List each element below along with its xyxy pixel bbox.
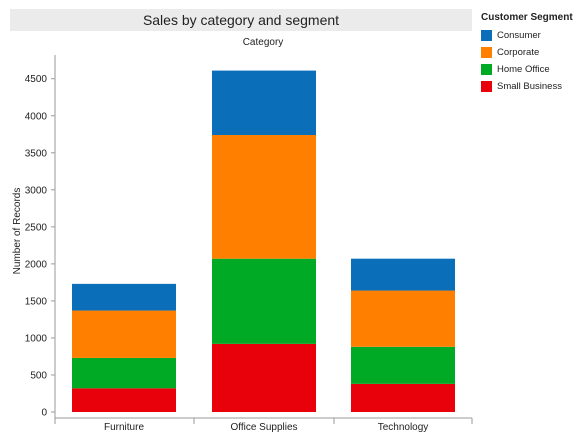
y-tick-label: 3500 — [25, 148, 48, 159]
bars-group — [72, 70, 455, 412]
legend-items: Consumer Corporate Home Office Small Busine… — [481, 27, 573, 95]
legend-label: Small Business — [497, 81, 562, 92]
x-tick-label: Office Supplies — [230, 422, 297, 433]
legend-item-corporate[interactable]: Corporate — [481, 44, 573, 61]
y-axis-label: Number of Records — [12, 188, 23, 275]
bar-technology-consumer[interactable] — [351, 258, 455, 291]
bar-technology-corporate[interactable] — [351, 290, 455, 347]
y-tick-label: 2500 — [25, 222, 48, 233]
bar-office-supplies-corporate[interactable] — [212, 135, 316, 259]
y-tick-label: 1500 — [25, 296, 48, 307]
legend-item-small-business[interactable]: Small Business — [481, 78, 573, 95]
y-tick-label: 2000 — [25, 259, 48, 270]
y-tick-label: 0 — [41, 408, 47, 419]
x-ticks-group: Furniture Office Supplies Technology — [54, 418, 473, 433]
legend-swatch — [481, 30, 492, 41]
bar-furniture-small-business[interactable] — [72, 388, 176, 412]
legend-swatch — [481, 64, 492, 75]
legend-item-home-office[interactable]: Home Office — [481, 61, 573, 78]
y-tick-label: 4500 — [25, 74, 48, 85]
legend-swatch — [481, 47, 492, 58]
x-tick-label: Furniture — [104, 422, 144, 433]
x-tick-label: Technology — [378, 422, 429, 433]
bar-furniture-home-office[interactable] — [72, 357, 176, 389]
chart-title: Sales by category and segment — [142, 12, 340, 28]
y-tick-label: 3000 — [25, 185, 48, 196]
legend-label: Corporate — [497, 47, 540, 58]
bar-technology-home-office[interactable] — [351, 346, 455, 384]
bar-technology-small-business[interactable] — [351, 383, 455, 412]
y-ticks-group: 0 500 1000 1500 2000 2500 3000 3500 4000 4500 — [25, 74, 55, 419]
y-tick-label: 1000 — [25, 333, 48, 344]
chart-title-band: Sales by category and segment — [10, 9, 472, 31]
legend-swatch — [481, 81, 492, 92]
column-header: Category — [243, 37, 284, 48]
legend: Customer Segment Consumer Corporate Home O… — [481, 12, 573, 95]
legend-title: Customer Segment — [481, 12, 573, 23]
bar-furniture-corporate[interactable] — [72, 310, 176, 358]
legend-label: Home Office — [497, 64, 550, 75]
bar-furniture-consumer[interactable] — [72, 283, 176, 311]
legend-label: Consumer — [497, 30, 541, 41]
legend-item-consumer[interactable]: Consumer — [481, 27, 573, 44]
bar-office-supplies-small-business[interactable] — [212, 343, 316, 412]
y-tick-label: 4000 — [25, 111, 48, 122]
bar-office-supplies-home-office[interactable] — [212, 258, 316, 344]
bar-office-supplies-consumer[interactable] — [212, 70, 316, 136]
y-tick-label: 500 — [30, 370, 47, 381]
